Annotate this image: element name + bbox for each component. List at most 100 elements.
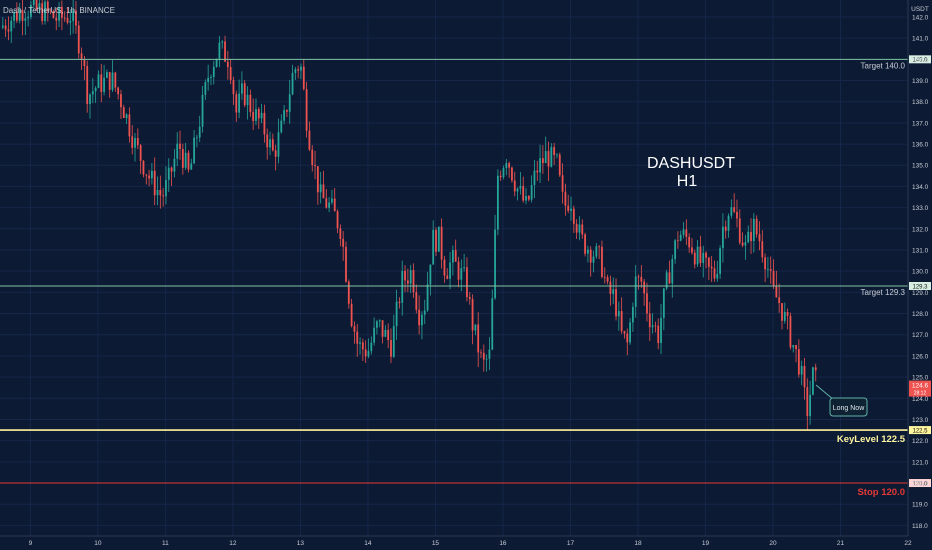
candle-body <box>162 195 165 197</box>
time-tick-label: 12 <box>229 540 237 547</box>
candle-body <box>300 66 302 71</box>
candle-body <box>629 322 631 343</box>
candle-body <box>398 301 401 303</box>
candle-body <box>530 185 533 200</box>
price-tick-label: 128.0 <box>912 311 929 318</box>
candle-body <box>46 1 49 11</box>
candle-body <box>440 226 443 260</box>
candle-body <box>370 342 373 352</box>
candle-body <box>49 10 52 12</box>
candle-body <box>108 72 111 90</box>
candle-body <box>460 268 463 280</box>
candle-body <box>699 246 702 263</box>
long-now-callout[interactable] <box>829 397 868 417</box>
price-tick-label: 135.0 <box>912 163 929 170</box>
price-tick-label: 136.0 <box>912 142 929 149</box>
candle-body <box>564 191 567 206</box>
candle-body <box>651 325 654 328</box>
candle-body <box>677 240 679 242</box>
candle-body <box>620 311 623 332</box>
candle-body <box>176 143 179 159</box>
chart-title-timeframe: H1 <box>677 173 698 190</box>
candle-body <box>643 281 646 294</box>
level-label-target-140: Target 140.0 <box>861 61 906 70</box>
price-tick-label: 131.0 <box>912 247 929 254</box>
candle-body <box>91 91 94 95</box>
candle-body <box>508 163 511 168</box>
candle-body <box>325 198 328 208</box>
candle-body <box>775 285 778 298</box>
candle-body <box>145 174 148 176</box>
candle-body <box>204 82 207 95</box>
candle-body <box>193 137 195 164</box>
candle-body <box>83 59 86 67</box>
candle-body <box>221 41 224 43</box>
candle-body <box>634 276 637 307</box>
candle-body <box>44 1 46 22</box>
candle-body <box>345 246 347 282</box>
candle-body <box>7 29 10 32</box>
candle-body <box>511 167 513 181</box>
candle-body <box>139 145 142 161</box>
candle-body <box>505 163 508 168</box>
candle-body <box>682 229 685 235</box>
level-label-key-122: KeyLevel 122.5 <box>837 434 906 445</box>
level-tag-text-target-129: 129.3 <box>912 284 928 290</box>
candle-body <box>713 268 716 279</box>
candle-body <box>38 3 41 9</box>
candle-body <box>612 289 615 294</box>
time-axis[interactable]: 9 10 11 12 13 14 15 16 17 18 19 20 21 22 <box>29 540 912 547</box>
candle-body <box>415 292 418 310</box>
candlestick-series <box>1 0 817 431</box>
price-tick-label: 126.0 <box>912 353 929 360</box>
candle-body <box>86 66 89 104</box>
chart-title-symbol: DASHUSDT <box>647 155 735 172</box>
candle-body <box>150 170 153 179</box>
candle-body <box>539 158 541 173</box>
candle-body <box>131 136 134 148</box>
price-tick-label: 120.0 <box>912 481 929 488</box>
candle-body <box>584 234 586 254</box>
candle-body <box>792 345 795 348</box>
candle-body <box>466 267 468 298</box>
candle-body <box>494 229 496 299</box>
candle-body <box>153 170 156 196</box>
candle-body <box>32 0 35 5</box>
candle-body <box>719 248 721 274</box>
candle-body <box>224 41 226 62</box>
candle-body <box>637 276 640 278</box>
candle-body <box>432 230 435 265</box>
candle-body <box>786 311 789 316</box>
candle-body <box>167 167 170 180</box>
price-tick-label: 127.0 <box>912 332 929 339</box>
candle-body <box>196 137 198 139</box>
candle-body <box>294 69 297 73</box>
candle-body <box>544 151 547 164</box>
candle-body <box>598 246 601 248</box>
candle-body <box>660 317 662 344</box>
candle-body <box>781 303 783 321</box>
level-tag-key-122 <box>909 426 931 435</box>
candle-body <box>165 179 167 197</box>
candle-body <box>373 327 376 343</box>
price-axis[interactable]: 118.0 119.0 120.0 121.0 122.0 123.0 124.0 125.0… <box>912 14 929 529</box>
price-tick-label: 142.0 <box>912 14 929 21</box>
candle-body <box>94 87 97 92</box>
candle-body <box>353 326 356 332</box>
price-tick-label: 122.0 <box>912 438 929 445</box>
time-tick-label: 16 <box>499 540 507 547</box>
candle-body <box>482 352 485 360</box>
candle-body <box>41 3 44 22</box>
candle-body <box>812 367 814 395</box>
candle-body <box>18 10 21 21</box>
candle-body <box>390 340 392 357</box>
candle-body <box>657 325 660 344</box>
candle-body <box>522 186 525 201</box>
time-tick-label: 15 <box>432 540 440 547</box>
candle-body <box>277 132 280 157</box>
time-tick-label: 20 <box>769 540 777 547</box>
candle-body <box>758 234 761 242</box>
candle-body <box>69 20 72 23</box>
candle-body <box>693 252 696 265</box>
